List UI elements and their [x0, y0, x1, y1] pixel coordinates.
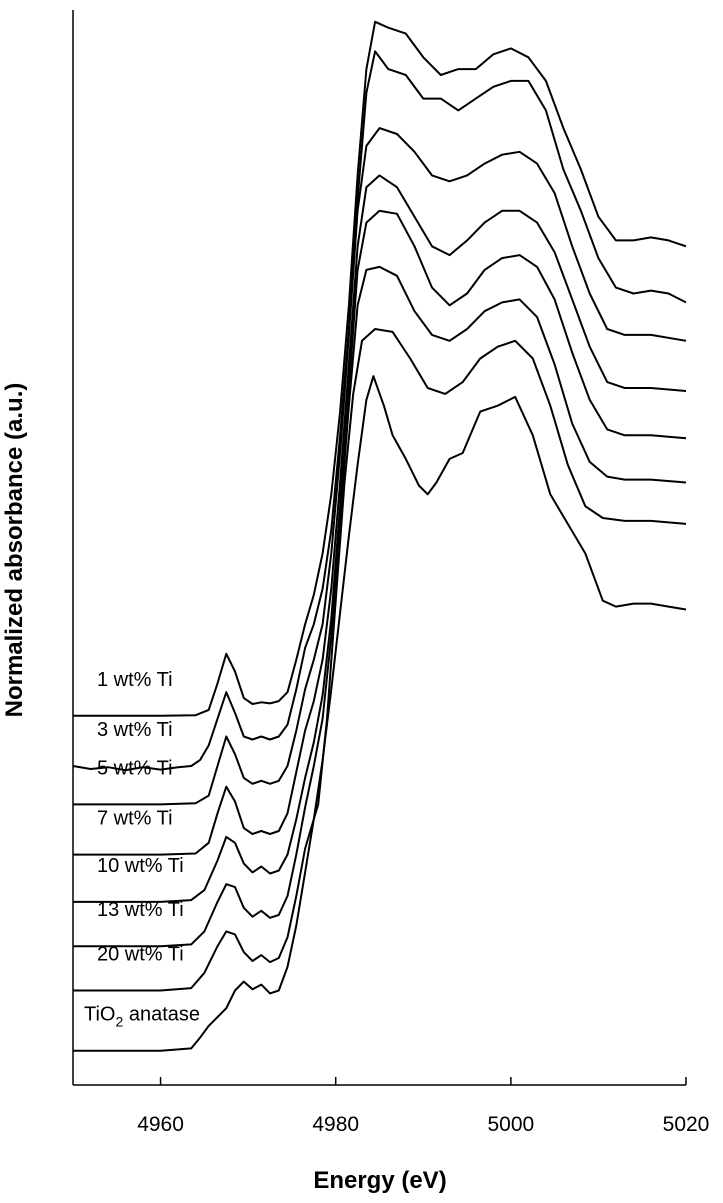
series-label-4: 7 wt% Ti: [97, 808, 173, 830]
series-curves: [72, 20, 687, 1052]
series-line-8: [73, 375, 687, 1052]
x-tick-label-5000: 5000: [487, 1113, 534, 1136]
x-tick-label-5020: 5020: [663, 1113, 710, 1136]
series-line-4: [73, 174, 687, 856]
series-line-5: [73, 209, 687, 903]
series-line-6: [73, 265, 687, 948]
y-axis-title: Normalized absorbance (a.u.): [1, 383, 28, 718]
series-label-5: 10 wt% Ti: [97, 855, 184, 877]
x-axis-title: Energy (eV): [313, 1167, 446, 1194]
series-line-7: [73, 328, 687, 992]
axes: 4960 4980 5000 5020: [72, 10, 710, 1136]
x-tick-label-4960: 4960: [137, 1113, 184, 1136]
series-line-2: [72, 50, 687, 772]
series-label-3: 5 wt% Ti: [97, 757, 173, 779]
series-line-3: [73, 127, 687, 806]
series-label-8: TiO2 anatase: [84, 1004, 200, 1030]
series-labels: 1 wt% Ti 3 wt% Ti 5 wt% Ti 7 wt% Ti 10 wt% T…: [84, 669, 200, 1030]
series-label-6: 13 wt% Ti: [97, 899, 184, 921]
series-label-1: 1 wt% Ti: [97, 669, 173, 691]
series-label-2: 3 wt% Ti: [97, 719, 173, 741]
series-line-1: [73, 20, 687, 717]
series-label-7: 20 wt% Ti: [97, 943, 184, 965]
x-tick-label-4980: 4980: [312, 1113, 359, 1136]
